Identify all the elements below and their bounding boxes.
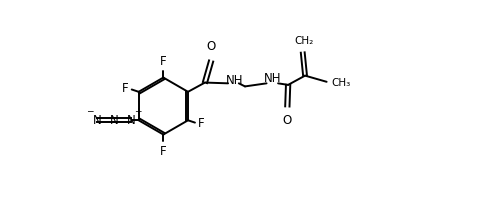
Text: F: F: [160, 144, 167, 158]
Text: NH: NH: [226, 74, 244, 87]
Text: NH: NH: [264, 72, 282, 85]
Text: +: +: [134, 107, 141, 116]
Text: CH₃: CH₃: [331, 78, 351, 88]
Text: O: O: [206, 40, 216, 53]
Text: F: F: [122, 82, 128, 95]
Text: N: N: [93, 114, 102, 127]
Text: N: N: [110, 114, 119, 127]
Text: F: F: [198, 117, 205, 130]
Text: −: −: [86, 107, 94, 116]
Text: CH₂: CH₂: [294, 36, 313, 46]
Text: O: O: [283, 114, 292, 127]
Text: N: N: [126, 114, 135, 127]
Text: F: F: [160, 55, 167, 68]
